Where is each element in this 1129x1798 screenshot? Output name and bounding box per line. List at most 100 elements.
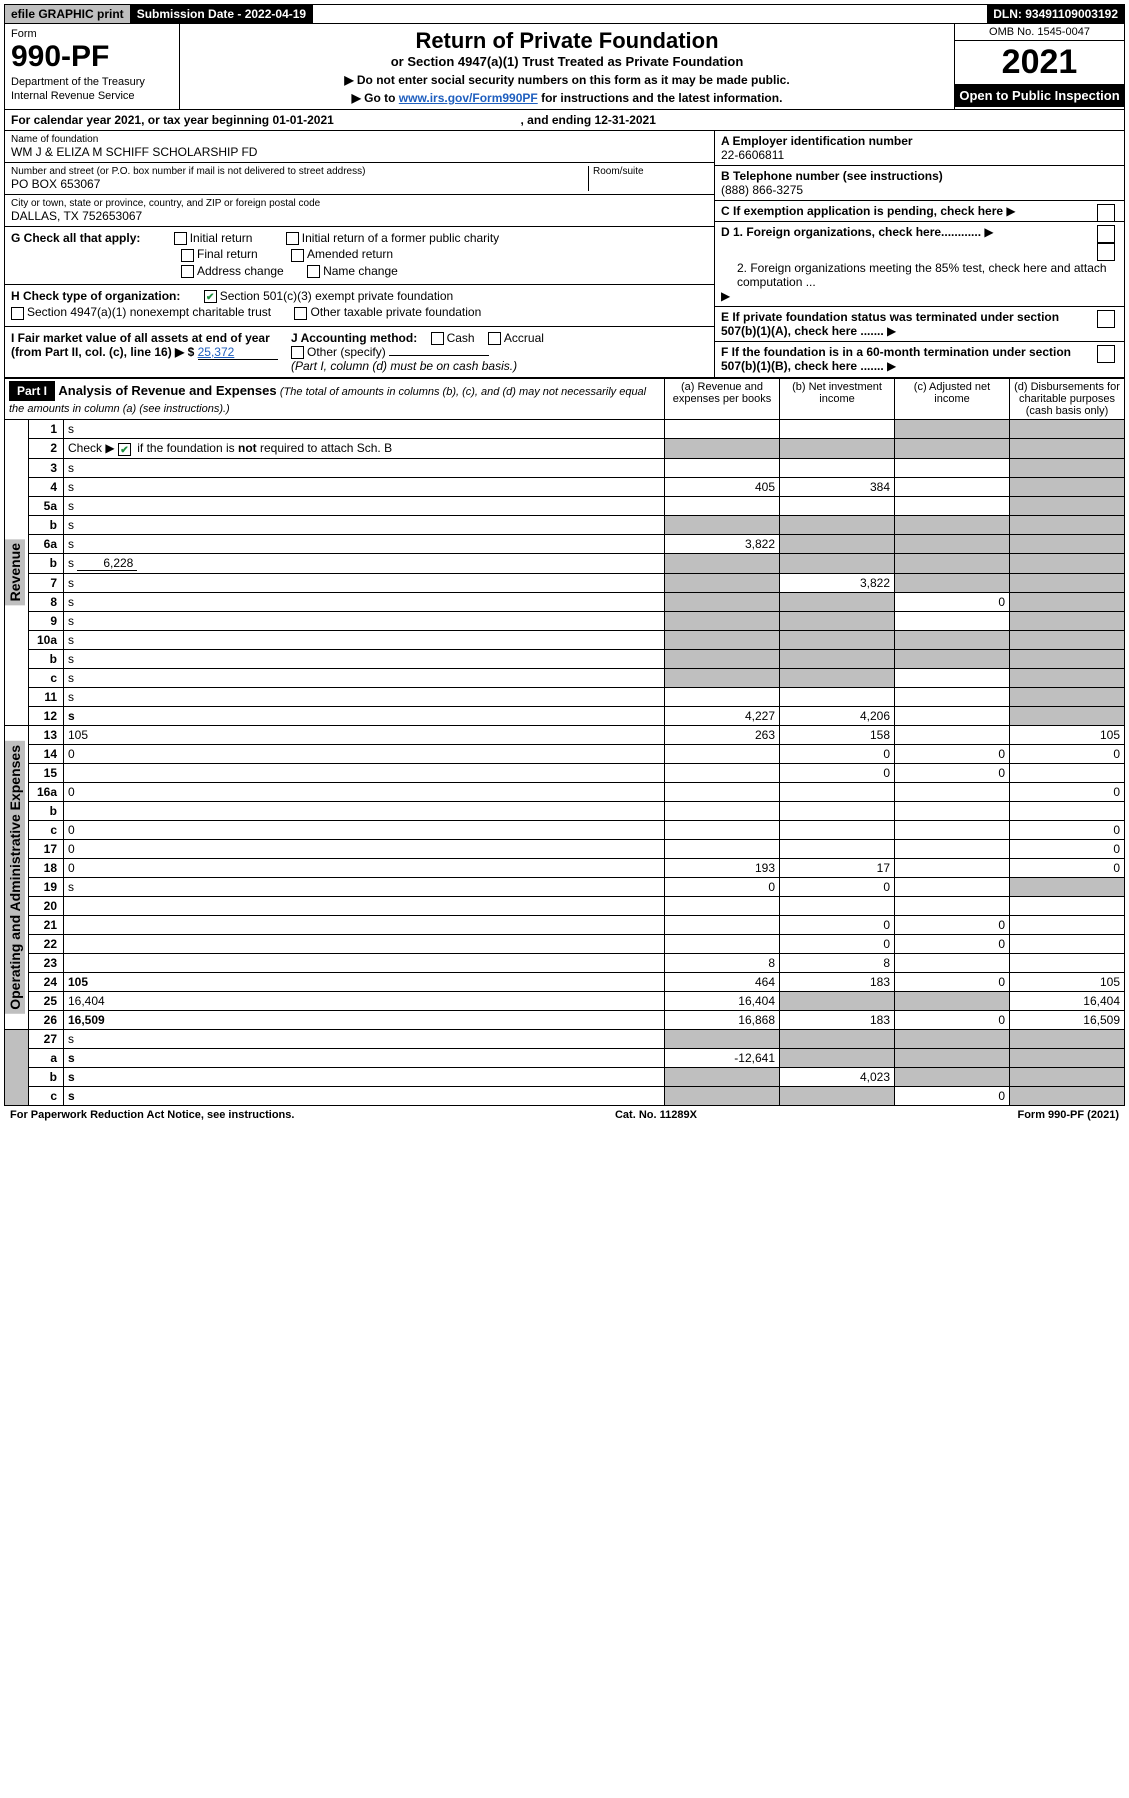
cell-value: 0 [895, 763, 1010, 782]
row-number: b [29, 649, 64, 668]
accrual-label: Accrual [504, 331, 544, 345]
cash-checkbox[interactable] [431, 332, 444, 345]
initial-return-label: Initial return [190, 231, 253, 245]
row-desc: 0 [64, 839, 665, 858]
section-g: G Check all that apply: Initial return I… [5, 227, 714, 285]
cell-value: 0 [1010, 820, 1125, 839]
submission-date: Submission Date - 2022-04-19 [131, 5, 313, 23]
name-change-checkbox[interactable] [307, 265, 320, 278]
cell-value: 3,822 [665, 534, 780, 553]
cell-shaded [895, 630, 1010, 649]
cell-shaded [665, 1086, 780, 1105]
cell-value [895, 706, 1010, 725]
cell-value [895, 611, 1010, 630]
cell-value [895, 877, 1010, 896]
f-checkbox[interactable] [1097, 345, 1115, 363]
cell-shaded [1010, 496, 1125, 515]
row-desc [64, 896, 665, 915]
cell-value [895, 668, 1010, 687]
accrual-checkbox[interactable] [488, 332, 501, 345]
cell-shaded [1010, 592, 1125, 611]
cell-value: 384 [780, 477, 895, 496]
ssn-note: ▶ Do not enter social security numbers o… [188, 73, 946, 87]
cell-shaded [780, 668, 895, 687]
row-desc: 0 [64, 744, 665, 763]
cell-shaded [1010, 1067, 1125, 1086]
row-desc: s [64, 1067, 665, 1086]
row-desc: s [64, 1086, 665, 1105]
col-c-header: (c) Adjusted net income [895, 379, 1010, 420]
schb-checkbox[interactable] [118, 443, 131, 456]
other-taxable-checkbox[interactable] [294, 307, 307, 320]
d2-checkbox[interactable] [1097, 243, 1115, 261]
other-method-checkbox[interactable] [291, 346, 304, 359]
row-number: 3 [29, 458, 64, 477]
cell-value: 8 [780, 953, 895, 972]
cell-value [665, 763, 780, 782]
row-number: b [29, 553, 64, 573]
cell-value [1010, 915, 1125, 934]
d1-checkbox[interactable] [1097, 225, 1115, 243]
cell-value [895, 687, 1010, 706]
cell-value: 16,404 [1010, 991, 1125, 1010]
col-d-header: (d) Disbursements for charitable purpose… [1010, 379, 1125, 420]
final-return-checkbox[interactable] [181, 249, 194, 262]
row-desc: s [64, 534, 665, 553]
cell-shaded [1010, 668, 1125, 687]
amended-return-checkbox[interactable] [291, 249, 304, 262]
row-desc: 0 [64, 820, 665, 839]
c-checkbox[interactable] [1097, 204, 1115, 222]
efile-print[interactable]: efile GRAPHIC print [5, 5, 131, 23]
row-number: 20 [29, 896, 64, 915]
c-label: C If exemption application is pending, c… [721, 204, 1003, 218]
cell-value [1010, 953, 1125, 972]
address-change-label: Address change [197, 264, 284, 278]
row-desc: s [64, 668, 665, 687]
row-number: 25 [29, 991, 64, 1010]
initial-return-public-checkbox[interactable] [286, 232, 299, 245]
501c3-checkbox[interactable] [204, 290, 217, 303]
form990pf-link[interactable]: www.irs.gov/Form990PF [399, 91, 538, 105]
initial-return-checkbox[interactable] [174, 232, 187, 245]
row-number: 7 [29, 573, 64, 592]
row-desc: s [64, 706, 665, 725]
cell-shaded [665, 553, 780, 573]
tax-year: 2021 [955, 41, 1124, 84]
cal-end: , and ending 12-31-2021 [521, 113, 656, 127]
row-number: 15 [29, 763, 64, 782]
4947a1-checkbox[interactable] [11, 307, 24, 320]
name-change-label: Name change [323, 264, 398, 278]
e-label: E If private foundation status was termi… [721, 310, 1059, 338]
address-change-checkbox[interactable] [181, 265, 194, 278]
cell-shaded [665, 439, 780, 458]
calendar-year-line: For calendar year 2021, or tax year begi… [4, 110, 1125, 131]
cell-shaded [780, 439, 895, 458]
form-title: Return of Private Foundation [188, 28, 946, 54]
row-number: a [29, 1048, 64, 1067]
col-b-header: (b) Net investment income [780, 379, 895, 420]
cell-value [895, 458, 1010, 477]
cell-value [780, 801, 895, 820]
row-number: c [29, 668, 64, 687]
form-ref: Form 990-PF (2021) [1017, 1109, 1119, 1121]
e-checkbox[interactable] [1097, 310, 1115, 328]
cell-value: 0 [895, 592, 1010, 611]
fmv-value[interactable]: 25,372 [198, 345, 278, 360]
cell-value [665, 744, 780, 763]
row-number: 8 [29, 592, 64, 611]
row-desc [64, 934, 665, 953]
cell-shaded [895, 991, 1010, 1010]
row-desc [64, 801, 665, 820]
section-ij: I Fair market value of all assets at end… [5, 327, 714, 378]
cell-value: 0 [895, 972, 1010, 991]
cell-value [665, 782, 780, 801]
cell-shaded [665, 592, 780, 611]
h-label: H Check type of organization: [11, 289, 180, 303]
phone-label: B Telephone number (see instructions) [721, 169, 1118, 183]
cell-value: 0 [665, 877, 780, 896]
cell-shaded [780, 515, 895, 534]
cell-shaded [895, 553, 1010, 573]
g-label: G Check all that apply: [11, 231, 140, 245]
cell-shaded [1010, 458, 1125, 477]
d2-label: 2. Foreign organizations meeting the 85%… [721, 261, 1118, 289]
